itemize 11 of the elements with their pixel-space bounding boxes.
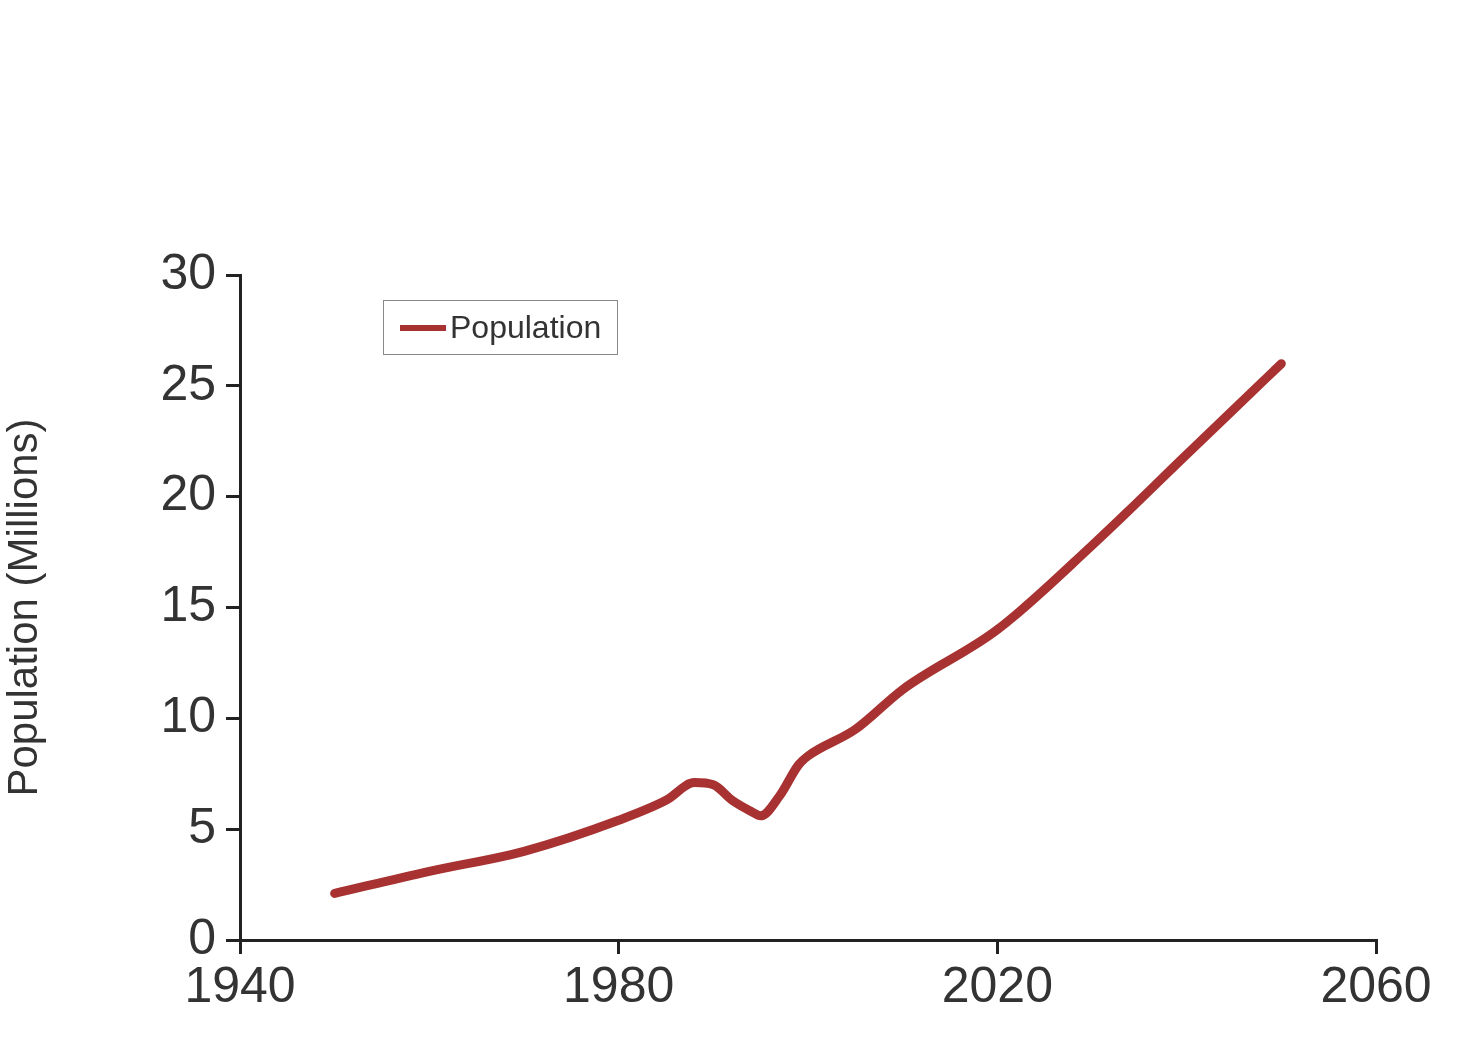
x-tick-label: 1980 (563, 956, 675, 1013)
legend-label: Population (450, 309, 602, 346)
y-tick-label: 25 (160, 354, 216, 411)
y-tick-label: 30 (160, 243, 216, 300)
y-axis-title: Population (Millions) (0, 418, 46, 797)
y-tick-label: 5 (188, 797, 216, 854)
x-tick-label: 2060 (1320, 956, 1432, 1013)
y-tick-label: 20 (160, 465, 216, 522)
y-tick-label: 10 (160, 687, 216, 744)
x-tick-label: 2020 (941, 956, 1053, 1013)
y-tick-label: 15 (160, 576, 216, 633)
